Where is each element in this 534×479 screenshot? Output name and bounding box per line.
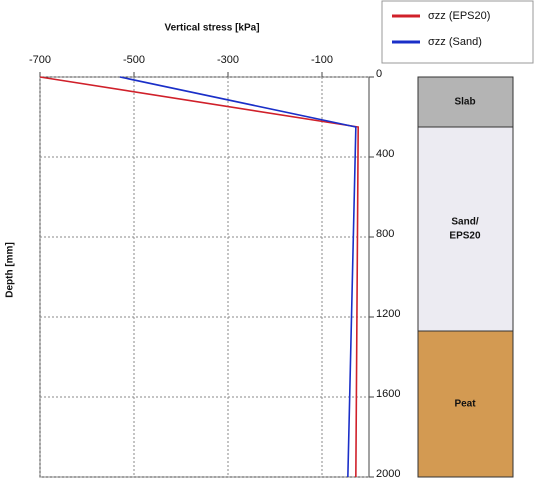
legend-label: σzz (Sand): [428, 36, 482, 48]
layer-label: Peat: [454, 399, 476, 410]
y-tick-label: 800: [376, 228, 394, 240]
plot-area: [39, 76, 370, 478]
x-tick-label: -300: [217, 54, 239, 66]
line: [39, 76, 359, 478]
y-tick-label: 0: [376, 68, 382, 80]
x-tick-label: -700: [29, 54, 51, 66]
legend-box: [381, 0, 534, 64]
y-tick-label: 1200: [376, 308, 400, 320]
y-tick-label: 400: [376, 148, 394, 160]
x-tick-label: -100: [311, 54, 333, 66]
soil-layer: [417, 330, 514, 478]
y-axis-label: Depth [mm]: [5, 242, 16, 298]
layer-label: EPS20: [449, 231, 481, 242]
y-tick-label: 1600: [376, 388, 400, 400]
soil-layer: [417, 76, 514, 128]
chart-title: Vertical stress [kPa]: [164, 23, 259, 34]
soil-layer: [417, 126, 514, 332]
layer-label: Sand/: [451, 217, 478, 228]
legend-label: σzz (EPS20): [428, 10, 490, 22]
x-tick-label: -500: [123, 54, 145, 66]
y-tick-label: 2000: [376, 468, 400, 479]
layer-label: Slab: [454, 97, 475, 108]
line: [119, 76, 357, 478]
